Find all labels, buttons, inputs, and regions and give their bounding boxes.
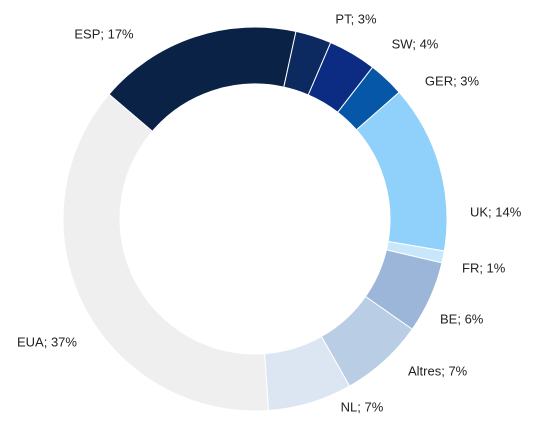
slice-label: PT; 3% [335, 11, 377, 26]
slice-label: FR; 1% [462, 260, 506, 275]
slice-label: ESP; 17% [74, 26, 134, 41]
slice-label: BE; 6% [440, 311, 484, 326]
slice-label: EUA; 37% [17, 334, 77, 349]
slice-label: SW; 4% [392, 36, 439, 51]
slice-label: NL; 7% [341, 399, 384, 414]
slice-label: GER; 3% [425, 73, 480, 88]
donut-slice [62, 93, 270, 412]
donut-slice [108, 26, 297, 133]
slice-label: UK; 14% [470, 204, 522, 219]
slice-label: Altres; 7% [408, 363, 468, 378]
